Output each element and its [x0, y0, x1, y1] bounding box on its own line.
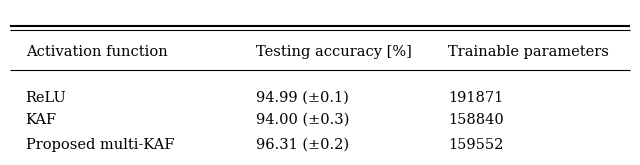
Text: 94.00 (±0.3): 94.00 (±0.3) [256, 113, 349, 127]
Text: Trainable parameters: Trainable parameters [448, 45, 609, 59]
Text: 158840: 158840 [448, 113, 504, 127]
Text: 159552: 159552 [448, 138, 504, 152]
Text: 94.99 (±0.1): 94.99 (±0.1) [256, 91, 349, 105]
Text: Proposed multi-KAF: Proposed multi-KAF [26, 138, 174, 152]
Text: ReLU: ReLU [26, 91, 67, 105]
Text: Activation function: Activation function [26, 45, 167, 59]
Text: KAF: KAF [26, 113, 57, 127]
Text: 96.31 (±0.2): 96.31 (±0.2) [256, 138, 349, 152]
Text: Testing accuracy [%]: Testing accuracy [%] [256, 45, 412, 59]
Text: 191871: 191871 [448, 91, 503, 105]
